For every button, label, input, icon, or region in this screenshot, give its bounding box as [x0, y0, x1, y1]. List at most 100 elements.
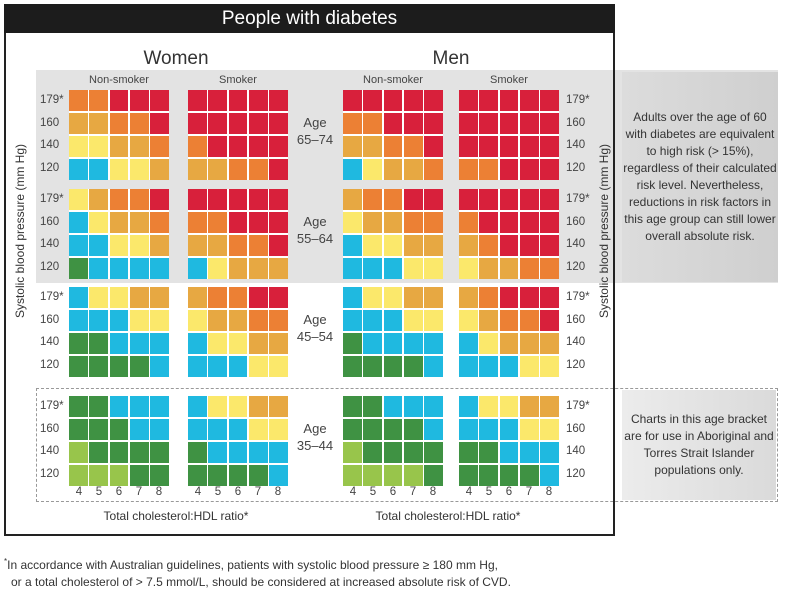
- risk-cell-G: [69, 396, 88, 418]
- risk-cell-G: [69, 332, 88, 355]
- risk-grid: [459, 287, 559, 377]
- risk-cell-Y: [208, 332, 228, 355]
- risk-grid: [343, 287, 443, 377]
- risk-cell-G: [424, 464, 443, 486]
- x-tick-label: 5: [369, 486, 377, 498]
- risk-cell-B: [343, 287, 362, 309]
- risk-cell-G: [343, 355, 362, 377]
- risk-cell-B: [150, 332, 169, 355]
- x-tick-label: 5: [95, 486, 103, 498]
- risk-cell-A: [208, 234, 228, 257]
- risk-cell-B: [188, 257, 207, 279]
- risk-cell-G: [479, 464, 499, 486]
- risk-grid: [459, 396, 559, 486]
- risk-cell-Y: [459, 257, 478, 279]
- risk-cell-G: [343, 396, 362, 418]
- risk-cell-B: [89, 257, 109, 279]
- risk-cell-R: [228, 189, 248, 211]
- risk-cell-R: [499, 90, 519, 112]
- note-young-age: Charts in this age bracket are for use i…: [622, 390, 776, 500]
- risk-cell-B: [383, 257, 403, 279]
- risk-cell-R: [519, 158, 539, 180]
- risk-cell-B: [109, 257, 129, 279]
- risk-cell-O: [109, 189, 129, 211]
- risk-cell-G: [459, 441, 478, 464]
- risk-cell-G: [109, 418, 129, 441]
- risk-cell-B: [150, 418, 169, 441]
- risk-cell-G: [479, 441, 499, 464]
- risk-cell-A: [459, 234, 478, 257]
- risk-cell-G: [363, 441, 383, 464]
- risk-cell-A: [109, 211, 129, 234]
- risk-cell-O: [129, 189, 149, 211]
- risk-cell-A: [129, 211, 149, 234]
- risk-cell-A: [343, 189, 362, 211]
- risk-cell-R: [424, 135, 443, 158]
- risk-cell-A: [248, 257, 268, 279]
- risk-cell-R: [479, 189, 499, 211]
- x-tick-label: 6: [234, 486, 242, 498]
- risk-cell-B: [89, 158, 109, 180]
- risk-cell-Y: [188, 309, 207, 332]
- risk-cell-A: [208, 158, 228, 180]
- y-tick-label: 120: [40, 467, 60, 480]
- risk-cell-O: [208, 287, 228, 309]
- risk-cell-Y: [248, 355, 268, 377]
- risk-cell-Y: [129, 158, 149, 180]
- risk-cell-B: [208, 418, 228, 441]
- y-tick-label: 179*: [566, 94, 590, 106]
- y-tick-label: 120: [566, 467, 586, 480]
- risk-cell-G: [89, 441, 109, 464]
- footnote-line-1: *In accordance with Australian guideline…: [4, 557, 498, 572]
- risk-cell-A: [129, 135, 149, 158]
- risk-cell-G: [129, 441, 149, 464]
- risk-cell-R: [459, 90, 478, 112]
- risk-cell-O: [228, 234, 248, 257]
- risk-cell-G: [383, 418, 403, 441]
- risk-cell-G: [248, 464, 268, 486]
- risk-cell-O: [479, 234, 499, 257]
- risk-cell-G: [459, 464, 478, 486]
- risk-cell-A: [150, 158, 169, 180]
- risk-cell-Y: [363, 287, 383, 309]
- risk-cell-Y: [424, 257, 443, 279]
- risk-cell-R: [269, 189, 288, 211]
- risk-cell-G: [150, 464, 169, 486]
- risk-cell-G: [69, 355, 88, 377]
- risk-cell-A: [208, 309, 228, 332]
- risk-cell-O: [188, 135, 207, 158]
- y-axis-label-right: Systolic blood pressure (mm Hg): [597, 143, 611, 319]
- risk-cell-R: [228, 211, 248, 234]
- risk-cell-O: [540, 257, 559, 279]
- risk-cell-B: [519, 441, 539, 464]
- risk-cell-L: [69, 464, 88, 486]
- risk-cell-R: [269, 234, 288, 257]
- risk-cell-R: [269, 158, 288, 180]
- risk-cell-G: [129, 355, 149, 377]
- y-tick-label: 140: [40, 139, 60, 151]
- y-tick-label: 179*: [566, 400, 590, 412]
- risk-cell-A: [424, 234, 443, 257]
- risk-cell-B: [69, 158, 88, 180]
- risk-cell-R: [540, 234, 559, 257]
- risk-cell-O: [459, 158, 478, 180]
- risk-cell-B: [343, 234, 362, 257]
- risk-grid: [69, 287, 169, 377]
- risk-cell-O: [109, 112, 129, 135]
- risk-cell-R: [540, 309, 559, 332]
- risk-cell-B: [459, 396, 478, 418]
- risk-cell-G: [228, 464, 248, 486]
- risk-cell-O: [424, 158, 443, 180]
- x-tick-label: 7: [409, 486, 417, 498]
- x-axis-label-women: Total cholesterol:HDL ratio*: [103, 509, 249, 523]
- y-tick-label: 120: [40, 161, 60, 174]
- aboriginal-age-bracket-box: [36, 388, 778, 502]
- risk-cell-A: [383, 158, 403, 180]
- x-tick-label: 7: [254, 486, 262, 498]
- y-tick-label: 140: [40, 336, 60, 348]
- risk-cell-Y: [269, 418, 288, 441]
- y-tick-label: 179*: [40, 400, 64, 412]
- risk-cell-A: [343, 135, 362, 158]
- risk-cell-O: [248, 234, 268, 257]
- risk-cell-G: [188, 441, 207, 464]
